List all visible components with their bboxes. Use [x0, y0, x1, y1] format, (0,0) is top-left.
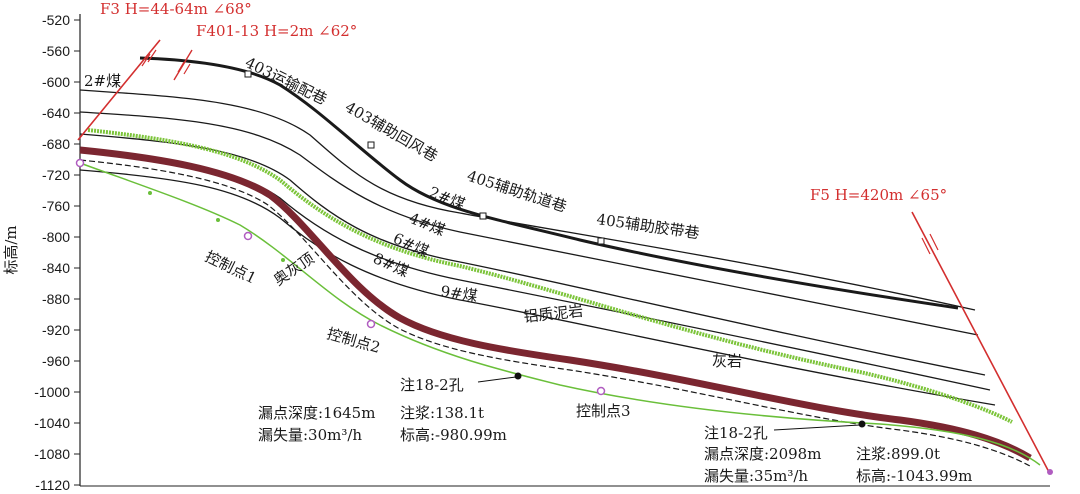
ordovician-top-band [79, 146, 1032, 462]
control-line-dot [216, 218, 220, 222]
borehole-1-name: 注18-2孔 [400, 376, 464, 394]
roadway-403-transport-label: 403运输配巷 [242, 53, 330, 108]
tick-label: -560 [42, 43, 70, 59]
fault-arrows [141, 49, 939, 255]
roadway-405-aux-track-label: 405辅助轨道巷 [465, 167, 569, 216]
tick-label: -1080 [34, 446, 70, 462]
seam-line-5 [79, 169, 996, 406]
tick-label: -760 [42, 198, 70, 214]
tick-label: -1040 [34, 415, 70, 431]
roadway-line [139, 56, 959, 310]
ordovician-top-label: 奥灰顶 [270, 249, 317, 289]
fault-f5-line [911, 211, 1051, 475]
roadway-marker [244, 70, 252, 78]
tick-label: -720 [42, 167, 70, 183]
tick-label: -880 [42, 291, 70, 307]
tick-label: -840 [42, 260, 70, 276]
y-axis-tick-labels: -520 -560 -600 -640 -680 -720 -760 -800 … [34, 12, 70, 493]
control-point-3-label: 控制点3 [576, 402, 631, 420]
control-line-dot [281, 258, 285, 262]
borehole-2-marker [858, 420, 866, 428]
tick-label: -520 [42, 12, 70, 28]
control-points [75, 158, 1053, 475]
control-point-1-label: 控制点1 [202, 247, 259, 287]
limestone-label: 灰岩 [712, 352, 742, 370]
tick-label: -800 [42, 229, 70, 245]
control-point-marker [75, 158, 85, 168]
tick-label: -1120 [35, 477, 70, 493]
tick-label: -1000 [34, 384, 70, 400]
seam-label-2: 2#煤 [427, 183, 468, 214]
borehole-1-leak-depth: 漏点深度:1645m [258, 404, 375, 422]
fault-f3-label: F3 H=44-64m ∠68° [100, 0, 252, 18]
control-point-2-label: 控制点2 [325, 325, 382, 357]
roadway-marker [597, 237, 605, 245]
roadway-markers [244, 70, 605, 245]
seam-label-9: 9#煤 [439, 282, 478, 305]
fault-f401-marker [173, 49, 193, 81]
borehole-1-elevation: 标高:-980.99m [400, 426, 507, 444]
tick-label: -960 [42, 353, 70, 369]
tick-label: -920 [42, 322, 70, 338]
tick-label: -680 [42, 136, 70, 152]
roadway-marker [479, 212, 487, 220]
borehole-2-loss: 漏失量:35m³/h [704, 467, 808, 485]
seam-label-2-left: 2#煤 [84, 72, 121, 90]
borehole-2-leak-depth: 漏点深度:2098m [704, 445, 821, 463]
roadway-405-aux-belt-label: 405辅助胶带巷 [595, 210, 700, 242]
borehole-1-marker [514, 372, 522, 380]
borehole-1-loss: 漏失量:30m³/h [258, 426, 362, 444]
borehole-1-grout: 注浆:138.1t [400, 404, 484, 422]
y-axis-label: 标高/m [2, 225, 20, 274]
fault-f3-line [77, 39, 161, 141]
control-point-marker [366, 319, 376, 329]
control-point-marker [1047, 469, 1053, 475]
y-axis-ticks [74, 19, 80, 486]
borehole-1-leader [477, 376, 517, 383]
roadway-marker [367, 141, 375, 149]
fault-f5-label: F5 H=420m ∠65° [810, 186, 947, 204]
borehole-2-elevation: 标高:-1043.99m [856, 467, 972, 485]
control-line-dot [148, 191, 152, 195]
borehole-2-leader [773, 424, 861, 431]
borehole-2-name: 注18-2孔 [704, 424, 768, 442]
fault-f401-label: F401-13 H=2m ∠62° [196, 22, 357, 40]
limestone-layer [87, 128, 1013, 424]
seam-label-6: 6#煤 [390, 229, 431, 261]
roadway-403-aux-return-label: 403辅助回风巷 [342, 98, 441, 165]
control-point-line [79, 162, 1041, 466]
borehole-2-grout: 注浆:899.0t [856, 445, 940, 463]
control-point-marker [596, 386, 606, 396]
tick-label: -600 [42, 74, 70, 90]
seam-line-2 [79, 111, 979, 336]
control-point-marker [243, 231, 253, 241]
ordovician-dashed-line [79, 159, 1031, 467]
seam-line-1 [79, 89, 976, 311]
tick-label: -640 [42, 105, 70, 121]
